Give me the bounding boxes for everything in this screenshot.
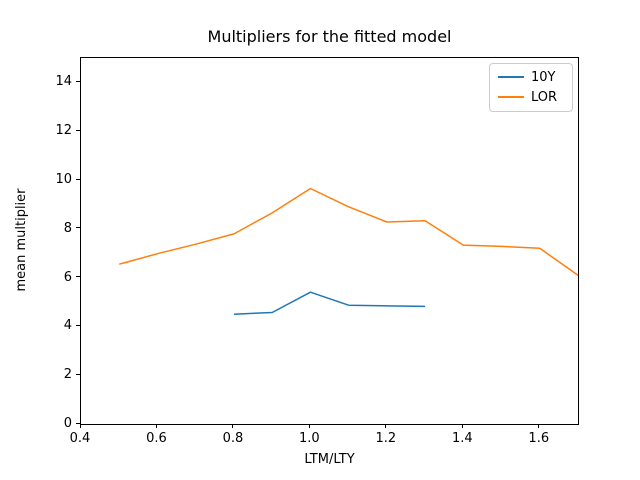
y-tick-mark [76, 80, 80, 82]
x-tick-label: 1.0 [299, 431, 320, 446]
plot-area [80, 57, 579, 425]
x-tick-label: 0.4 [69, 431, 91, 446]
y-tick-label: 12 [55, 123, 72, 139]
x-tick-label: 0.8 [222, 431, 244, 446]
y-tick-mark [76, 324, 80, 326]
x-tick-mark [155, 424, 157, 428]
series-line-lor [119, 187, 579, 276]
y-tick-label: 8 [63, 220, 72, 236]
x-axis-label: LTM/LTY [304, 452, 355, 467]
series-line-10y [233, 291, 426, 315]
y-tick-mark [76, 373, 80, 375]
y-tick-label: 14 [55, 74, 72, 90]
plot-canvas [119, 187, 579, 315]
legend-entry: 10Y [498, 69, 564, 85]
legend-entry: LOR [498, 89, 564, 105]
legend-line-sample [498, 96, 524, 98]
x-tick-mark [308, 424, 310, 428]
chart-title: Multipliers for the fitted model [207, 27, 452, 46]
x-tick-label: 1.2 [375, 431, 397, 446]
x-tick-label: 1.4 [451, 431, 473, 446]
x-tick-mark [461, 424, 463, 428]
y-tick-label: 2 [63, 367, 72, 383]
x-tick-mark [79, 424, 81, 428]
x-tick-label: 0.6 [146, 431, 167, 446]
y-tick-label: 6 [63, 269, 72, 285]
legend-label: LOR [531, 89, 558, 105]
y-tick-mark [76, 178, 80, 180]
legend-line-sample [498, 76, 524, 78]
y-tick-label: 10 [55, 172, 72, 187]
x-tick-mark [232, 424, 234, 428]
y-tick-mark [76, 276, 80, 278]
y-tick-mark [76, 422, 80, 424]
y-axis-label: mean multiplier [14, 188, 29, 292]
x-tick-mark [385, 424, 387, 428]
legend-label: 10Y [531, 69, 556, 85]
y-tick-mark [76, 227, 80, 229]
y-tick-label: 4 [63, 318, 72, 334]
legend: 10Y LOR [489, 63, 573, 112]
y-tick-mark [76, 129, 80, 131]
x-tick-mark [538, 424, 540, 428]
x-tick-label: 1.6 [528, 431, 550, 446]
y-tick-label: 0 [63, 416, 72, 431]
